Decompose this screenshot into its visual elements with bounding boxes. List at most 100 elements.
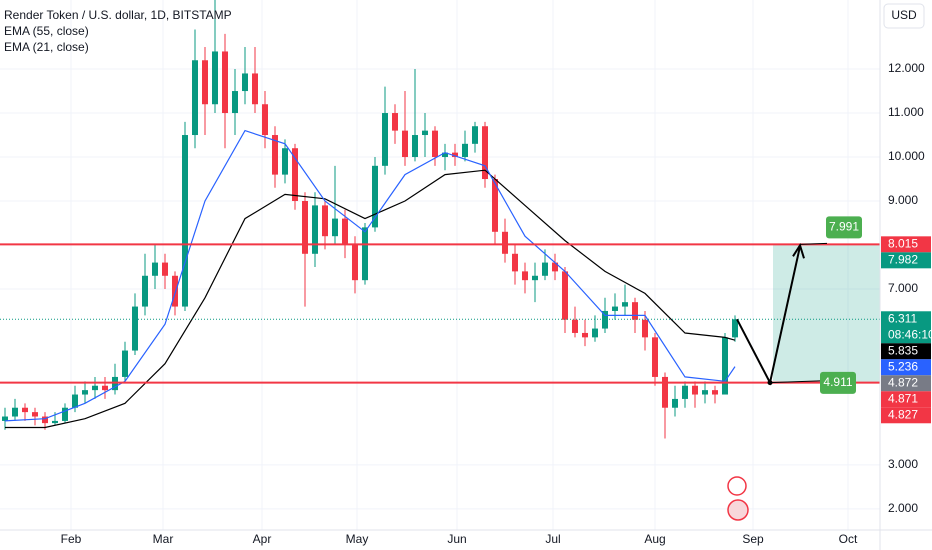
chart-title: Render Token / U.S. dollar, 1D, BITSTAMP [4, 8, 232, 22]
candle-body [582, 332, 588, 338]
candle-body [562, 271, 568, 320]
candle-body [592, 328, 598, 338]
candle-body [622, 302, 628, 307]
ema-line [4, 129, 736, 422]
candle-body [472, 126, 478, 144]
legend-entry: EMA (55, close) [4, 24, 89, 38]
price-label-box [881, 311, 931, 344]
candle-body [62, 407, 68, 421]
x-tick-label: Sep [742, 532, 764, 546]
projection-line [799, 242, 828, 245]
candle-body [312, 205, 318, 254]
price-label: 4.827 [888, 407, 918, 421]
plot [0, 0, 880, 530]
candle-body [542, 262, 548, 276]
candle-body [232, 91, 238, 114]
price-label-box [881, 343, 931, 360]
price-label-box [881, 236, 931, 253]
x-tick-label: Jun [447, 532, 466, 546]
candle-body [692, 385, 698, 395]
candle-body [412, 135, 418, 158]
currency-button[interactable] [883, 3, 925, 29]
candle-body [322, 205, 328, 237]
y-tick-label: 10.000 [888, 149, 925, 163]
y-tick-label: 3.000 [888, 457, 918, 471]
candle-body [182, 135, 188, 307]
price-label: 4.871 [888, 391, 918, 405]
event-icon[interactable] [727, 499, 749, 521]
price-label: 5.236 [888, 359, 918, 373]
x-tick-label: Feb [61, 532, 82, 546]
candle-body [162, 262, 168, 276]
candle-body [212, 51, 218, 105]
candle-body [722, 337, 728, 395]
candle-body [512, 253, 518, 272]
candle-body [732, 319, 738, 338]
candle-body [492, 179, 498, 232]
event-icon[interactable] [727, 476, 747, 496]
annotation-box [820, 371, 856, 394]
candle-body [192, 60, 198, 136]
anchor-point [767, 380, 773, 386]
candle-body [52, 420, 58, 424]
currency: USD [891, 8, 917, 22]
price-label: 5.835 [888, 343, 918, 357]
candle-body [242, 73, 248, 92]
candle-body [12, 407, 18, 417]
candle-body [642, 319, 648, 338]
candle-body [282, 148, 288, 175]
price-countdown: 08:46:10 [888, 327, 932, 341]
candle-body [372, 165, 378, 228]
candle-body [362, 227, 368, 281]
candle-body [252, 73, 258, 105]
price-label-box [881, 359, 931, 376]
candle-body [712, 390, 718, 395]
candle-body [352, 244, 358, 281]
x-tick-label: May [346, 532, 369, 546]
projection-line [769, 380, 821, 384]
x-tick-label: Jul [545, 532, 560, 546]
annotation-label: 4.911 [823, 375, 852, 389]
candle-body [382, 113, 388, 166]
candle-body [262, 104, 268, 136]
candle-body [602, 310, 608, 329]
candle-body [682, 385, 688, 399]
candle-body [442, 152, 448, 158]
candle-body [552, 262, 558, 272]
candle-body [612, 306, 618, 311]
candle-body [172, 275, 178, 307]
price-label-box [881, 252, 931, 269]
candle-body [652, 337, 658, 377]
candle-body [522, 271, 528, 281]
candle-body [92, 385, 98, 391]
price-label-box [881, 391, 931, 408]
candle-body [72, 394, 78, 408]
candle-body [632, 302, 638, 320]
target-zone [773, 244, 880, 383]
candle-body [462, 143, 468, 158]
candle-body [402, 130, 408, 158]
candle-body [342, 218, 348, 245]
price-label: 7.982 [888, 252, 918, 266]
x-tick-label: Aug [644, 532, 665, 546]
candle-body [22, 407, 28, 413]
legend-entry: EMA (21, close) [4, 40, 89, 54]
candle-body [672, 398, 678, 408]
candle-body [132, 306, 138, 351]
candle-body [532, 275, 538, 281]
y-tick-label: 2.000 [888, 501, 918, 515]
y-tick-label: 7.000 [888, 281, 918, 295]
price-label: 8.015 [888, 236, 918, 250]
candle-body [422, 130, 428, 136]
candle-body [572, 319, 578, 333]
annotation-label: 7.991 [829, 220, 859, 234]
ema-line [5, 169, 736, 429]
candle-body [432, 130, 438, 158]
candle-body [332, 218, 338, 237]
annotation-box [826, 216, 862, 239]
candle-body [392, 113, 398, 131]
candle-body [102, 385, 108, 391]
candle-body [452, 152, 458, 158]
y-tick-label: 9.000 [888, 193, 918, 207]
